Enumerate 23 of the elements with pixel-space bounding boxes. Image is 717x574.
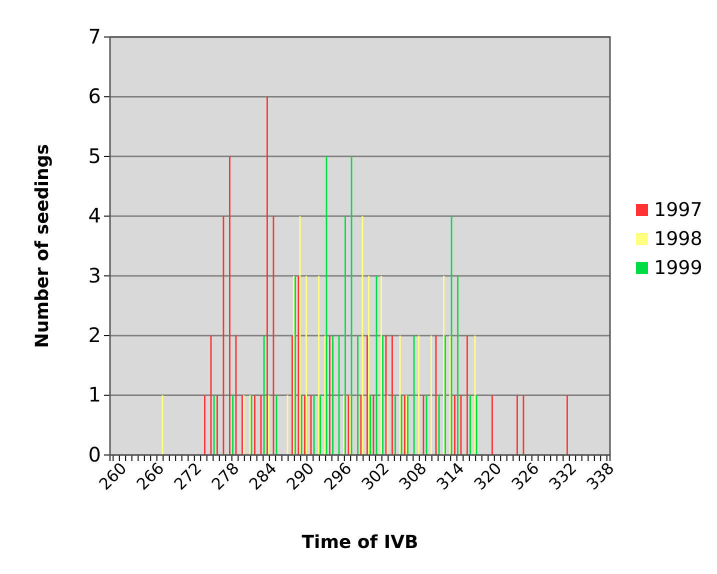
x-tick-label: 302: [358, 458, 393, 494]
y-tick-label: 7: [88, 24, 101, 48]
legend-label: 1999: [654, 257, 702, 279]
y-tick-label: 5: [88, 144, 101, 168]
y-tick-label: 2: [88, 322, 101, 347]
x-tick-label: 284: [245, 458, 280, 494]
y-axis-title: Number of seedings: [32, 144, 53, 348]
x-tick-label: 272: [170, 458, 206, 494]
x-tick-label: 308: [395, 458, 430, 494]
y-tick-label: 6: [88, 84, 101, 108]
y-tick-label: 0: [88, 442, 101, 466]
x-tick-label: 338: [582, 458, 618, 494]
x-axis-title: Time of IVB: [302, 532, 418, 553]
y-tick-label: 1: [88, 382, 101, 407]
x-tick-label: 290: [282, 458, 318, 494]
legend-label: 1998: [654, 228, 702, 250]
x-tick-label: 278: [208, 458, 243, 494]
x-tick-label: 332: [545, 458, 580, 494]
y-tick-label: 4: [88, 204, 101, 228]
x-tick-label: 320: [470, 458, 506, 494]
y-tick-label: 3: [88, 263, 101, 288]
legend-label: 1997: [654, 199, 702, 221]
x-tick-label: 314: [432, 458, 468, 494]
